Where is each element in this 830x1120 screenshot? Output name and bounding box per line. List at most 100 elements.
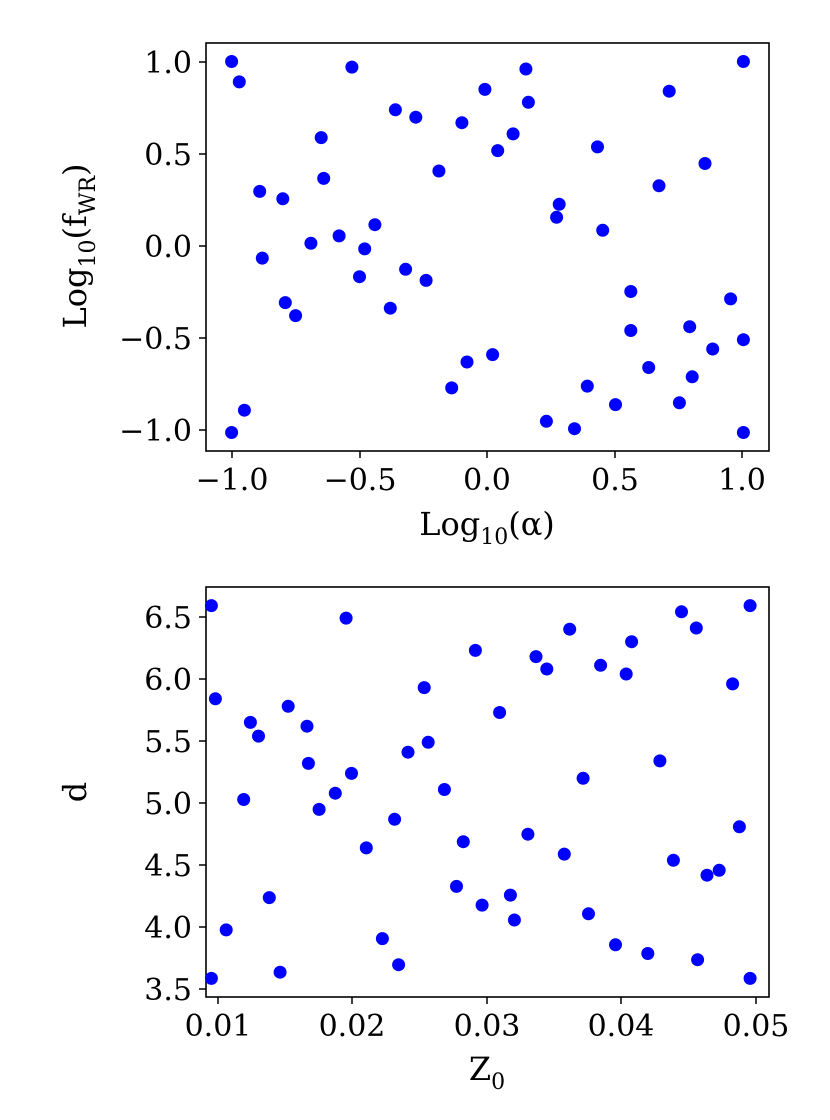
- top-scatter-point: [683, 320, 697, 334]
- top-scatter-point: [539, 414, 553, 428]
- bottom-scatter-point: [576, 771, 590, 785]
- bottom-y-axis: 6.5 6.0 5.5 5.0 4.5 4.0 3.5: [144, 601, 206, 1008]
- top-scatter-point: [491, 144, 505, 158]
- top-scatter-point: [255, 251, 269, 265]
- top-scatter-point: [304, 236, 318, 250]
- top-scatter-point: [289, 309, 303, 323]
- bottom-scatter-point: [641, 947, 655, 960]
- top-scatter-point: [353, 270, 366, 284]
- top-scatter-point: [332, 229, 346, 243]
- top-scatter-point: [724, 292, 738, 306]
- top-scatter-point: [388, 103, 402, 117]
- bottom-scatter-point: [557, 847, 571, 861]
- bottom-scatter-point: [219, 923, 233, 937]
- top-scatter-point: [253, 184, 267, 198]
- y-tick-label: 0.0: [144, 230, 192, 265]
- top-scatter-point: [685, 370, 699, 384]
- top-scatter-chart: 1.0 0.5 0.0 −0.5 −1.0 −1.0 −0.5 0.0 0.5 …: [56, 42, 770, 550]
- x-tick-label: 0.0: [463, 463, 511, 498]
- top-scatter-point: [232, 75, 246, 89]
- bottom-scatter-point: [609, 938, 622, 952]
- bottom-scatter-point: [712, 863, 726, 877]
- bottom-scatter-point: [689, 621, 703, 635]
- bottom-scatter-point: [237, 793, 251, 806]
- bottom-scatter-point: [493, 706, 507, 719]
- top-scatter-point: [225, 55, 239, 68]
- x-tick-label: 1.0: [718, 463, 766, 498]
- top-scatter-point: [409, 110, 423, 124]
- bottom-scatter-point: [450, 879, 463, 893]
- top-points: [225, 55, 750, 439]
- top-scatter-point: [609, 398, 622, 412]
- top-scatter-point: [399, 262, 413, 276]
- top-scatter-point: [478, 82, 492, 96]
- y-tick-label: −1.0: [119, 414, 192, 449]
- top-scatter-point: [486, 348, 500, 362]
- top-scatter-point: [432, 164, 446, 178]
- bottom-scatter-point: [529, 650, 543, 664]
- bottom-scatter-point: [388, 812, 402, 826]
- bottom-scatter-point: [743, 599, 757, 613]
- bottom-scatter-point: [507, 913, 521, 927]
- top-scatter-point: [698, 157, 712, 170]
- bottom-scatter-point: [732, 820, 746, 834]
- top-scatter-point: [652, 179, 666, 193]
- bottom-scatter-point: [392, 958, 406, 972]
- bottom-scatter-point: [417, 681, 431, 695]
- bottom-points: [204, 599, 757, 985]
- bottom-scatter-point: [421, 735, 435, 749]
- y-tick-label: 4.0: [144, 911, 192, 946]
- bottom-scatter-point: [675, 605, 688, 619]
- top-scatter-point: [455, 116, 469, 130]
- top-scatter-point: [736, 333, 750, 347]
- y-tick-label: 6.0: [144, 663, 192, 698]
- x-tick-label: 0.04: [588, 1009, 655, 1044]
- bottom-scatter-point: [503, 888, 517, 902]
- x-tick-label: 0.05: [723, 1009, 790, 1044]
- y-tick-label: 1.0: [144, 46, 192, 81]
- top-scatter-point: [419, 273, 433, 287]
- top-scatter-point: [580, 379, 594, 393]
- y-tick-label: 0.5: [144, 138, 192, 173]
- x-tick-label: 0.03: [454, 1009, 521, 1044]
- bottom-scatter-point: [204, 599, 218, 613]
- bottom-scatter-point: [743, 971, 757, 985]
- top-scatter-point: [383, 301, 397, 315]
- bottom-y-axis-label: d: [56, 782, 94, 802]
- bottom-scatter-point: [582, 907, 595, 921]
- bottom-scatter-point: [625, 635, 639, 649]
- bottom-scatter-point: [243, 715, 257, 729]
- top-scatter-point: [317, 171, 331, 185]
- top-y-axis: 1.0 0.5 0.0 −0.5 −1.0: [119, 46, 206, 449]
- top-scatter-point: [276, 192, 290, 206]
- top-scatter-point: [506, 127, 520, 141]
- bottom-scatter-point: [301, 756, 315, 770]
- x-tick-label: 0.5: [591, 463, 639, 498]
- top-scatter-point: [445, 381, 459, 395]
- top-scatter-point: [624, 285, 638, 298]
- top-scatter-point: [624, 324, 638, 337]
- top-scatter-point: [591, 140, 604, 154]
- x-tick-label: −0.5: [324, 463, 397, 498]
- bottom-scatter-point: [475, 898, 489, 912]
- top-x-axis: −1.0 −0.5 0.0 0.5 1.0: [196, 451, 766, 498]
- top-scatter-point: [460, 355, 474, 369]
- top-scatter-point: [736, 55, 750, 68]
- bottom-scatter-point: [700, 868, 714, 882]
- y-tick-label: 4.5: [144, 849, 192, 884]
- bottom-scatter-point: [594, 658, 608, 672]
- bottom-scatter-point: [208, 692, 222, 706]
- bottom-plot-area: [205, 586, 770, 998]
- bottom-scatter-point: [375, 932, 389, 946]
- y-tick-label: 3.5: [144, 973, 192, 1008]
- bottom-scatter-point: [401, 745, 415, 759]
- y-tick-label: 5.0: [144, 787, 192, 822]
- top-scatter-point: [314, 131, 328, 145]
- bottom-scatter-point: [252, 729, 265, 743]
- bottom-scatter-point: [563, 622, 577, 636]
- top-scatter-point: [519, 62, 533, 76]
- bottom-scatter-point: [300, 719, 314, 733]
- top-scatter-point: [662, 84, 676, 98]
- bottom-scatter-point: [273, 965, 287, 979]
